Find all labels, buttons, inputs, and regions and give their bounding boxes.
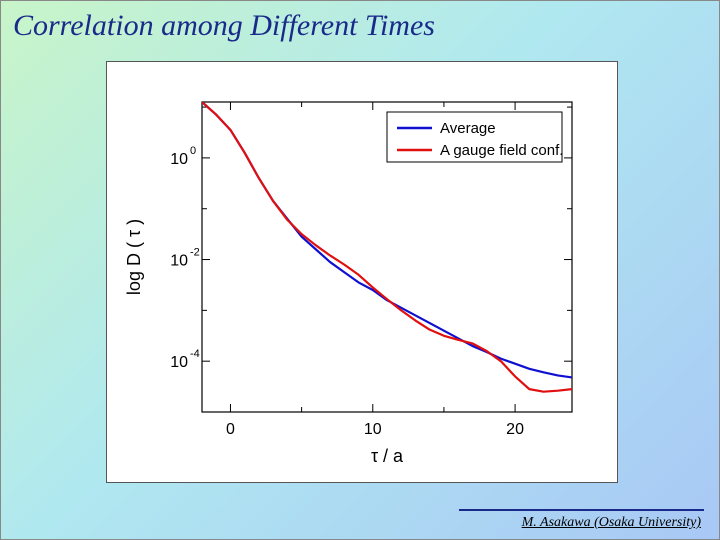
footer-author: M. Asakawa (Osaka University)	[522, 515, 701, 531]
footer-rule	[459, 509, 704, 511]
svg-text:10: 10	[170, 151, 188, 168]
svg-text:Average: Average	[440, 120, 496, 137]
svg-text:10: 10	[364, 421, 382, 438]
svg-text:0: 0	[226, 421, 235, 438]
svg-text:log D ( τ ): log D ( τ )	[124, 219, 144, 295]
correlation-chart: 0102010-410-2100τ / alog D ( τ )AverageA…	[107, 62, 617, 482]
svg-text:τ / a: τ / a	[371, 446, 404, 466]
svg-text:-2: -2	[190, 247, 200, 259]
slide-title: Correlation among Different Times	[13, 9, 435, 43]
svg-text:10: 10	[170, 354, 188, 371]
svg-text:10: 10	[170, 253, 188, 270]
svg-text:20: 20	[506, 421, 524, 438]
svg-text:A gauge field conf.: A gauge field conf.	[440, 142, 563, 159]
chart-container: 0102010-410-2100τ / alog D ( τ )AverageA…	[106, 61, 618, 483]
slide: Correlation among Different Times 010201…	[0, 0, 720, 540]
svg-text:0: 0	[190, 145, 196, 157]
svg-text:-4: -4	[190, 348, 200, 360]
